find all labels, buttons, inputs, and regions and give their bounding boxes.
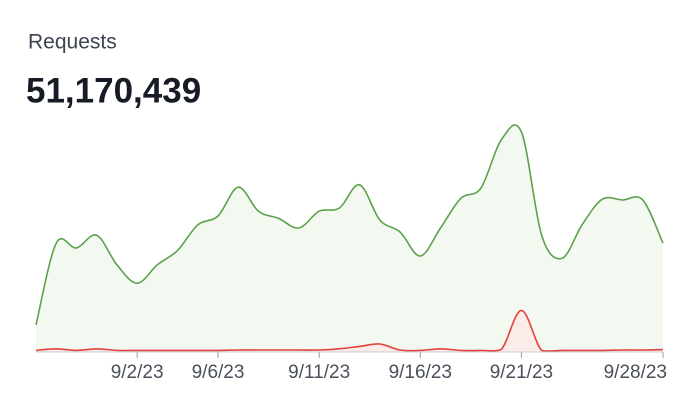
x-tick-label: 9/21/23 [490,362,553,383]
x-tick-label: 9/2/23 [111,362,164,383]
chart-title: Requests [28,31,117,54]
x-tick-label: 9/28/23 [604,362,667,383]
x-tick-label: 9/11/23 [288,362,350,383]
x-tick-label: 9/6/23 [192,362,245,383]
series-line [35,124,664,325]
series-line [35,309,664,352]
total-value: 51,170,439 [26,71,201,110]
area-fill [36,124,663,352]
x-tick-label: 9/16/23 [389,362,452,383]
